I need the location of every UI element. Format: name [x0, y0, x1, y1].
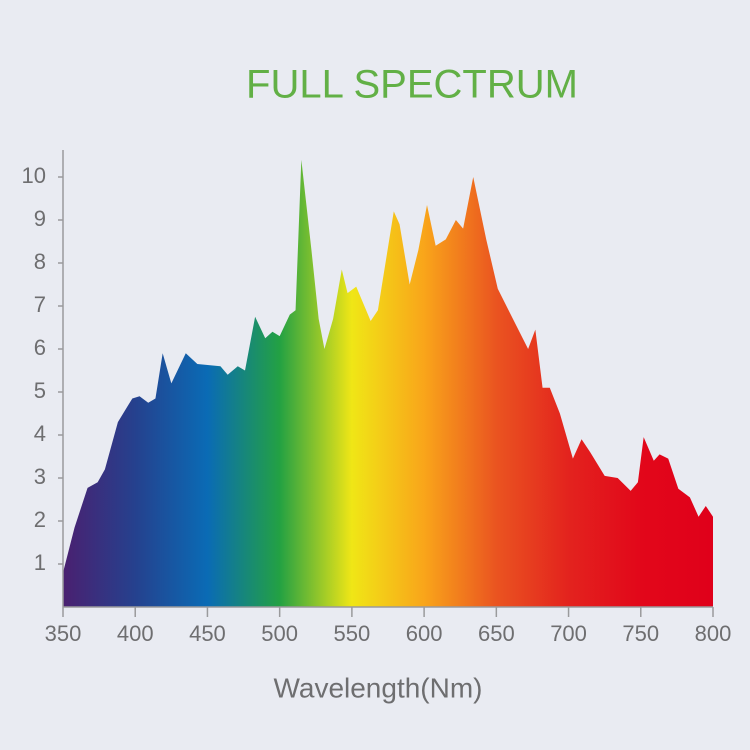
spectrum-area: [63, 159, 713, 608]
y-tick-label: 3: [34, 464, 46, 489]
y-tick-label: 8: [34, 249, 46, 274]
x-tick-label: 350: [45, 621, 82, 646]
chart-title: FULL SPECTRUM: [246, 63, 578, 107]
y-tick-label: 6: [34, 335, 46, 360]
x-tick-label: 450: [189, 621, 226, 646]
x-tick-label: 650: [478, 621, 515, 646]
y-tick-label: 10: [22, 163, 46, 188]
x-tick-label: 800: [695, 621, 732, 646]
y-tick-label: 5: [34, 378, 46, 403]
y-tick-label: 9: [34, 206, 46, 231]
x-tick-label: 700: [550, 621, 587, 646]
y-tick-label: 4: [34, 421, 46, 446]
x-tick-label: 500: [261, 621, 298, 646]
x-tick-label: 400: [117, 621, 154, 646]
y-tick-label: 2: [34, 507, 46, 532]
x-tick-label: 750: [622, 621, 659, 646]
y-tick-label: 1: [34, 550, 46, 575]
x-tick-label: 550: [334, 621, 371, 646]
x-axis-label: Wavelength(Nm): [273, 672, 482, 703]
x-tick-label: 600: [406, 621, 443, 646]
y-tick-label: 7: [34, 292, 46, 317]
